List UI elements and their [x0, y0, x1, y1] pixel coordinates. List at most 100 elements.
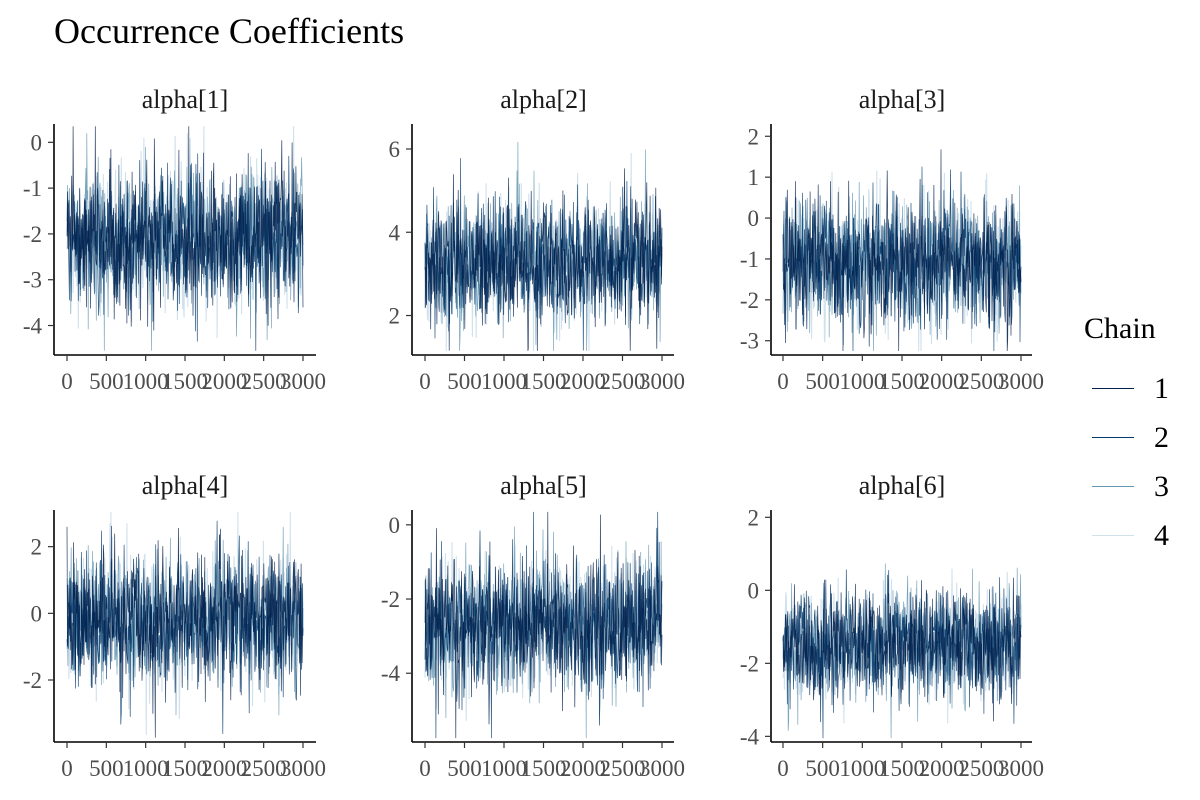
y-tick-label: -2 [381, 587, 400, 612]
x-tick-label: 0 [777, 756, 789, 781]
y-tick-label: -3 [740, 329, 759, 354]
x-tick-label: 1000 [839, 369, 885, 394]
y-tick-label: 0 [31, 601, 43, 626]
panel-1: alpha[1] 0 -1 -2 -3 -4 0 500 1000150020002500300… [23, 85, 326, 394]
x-tick-label: 2500 [241, 369, 287, 394]
y-tick-label: 4 [389, 220, 401, 245]
x-tick-label: 2000 [560, 369, 606, 394]
legend-key-4 [1092, 535, 1134, 536]
legend-item-2: 2 [1084, 413, 1169, 462]
legend-label-1: 1 [1154, 371, 1169, 405]
x-tick-label: 1500 [162, 369, 208, 394]
y-tick-label: -2 [740, 651, 759, 676]
x-tick-label: 500 [89, 756, 124, 781]
y-tick-label: -4 [23, 314, 43, 339]
x-tick-label: 2000 [201, 369, 247, 394]
legend-item-3: 3 [1084, 462, 1169, 511]
x-tick-label: 2500 [241, 756, 287, 781]
legend-label-3: 3 [1154, 469, 1169, 503]
x-tick-label: 3000 [280, 756, 326, 781]
legend-label-4: 4 [1154, 518, 1169, 552]
x-tick-label: 1000 [123, 369, 169, 394]
x-tick-label: 2000 [201, 756, 247, 781]
x-tick-label: 1000 [839, 756, 885, 781]
x-tick-label: 0 [777, 369, 789, 394]
chain-1-trace [424, 168, 663, 351]
y-tick-label: -4 [740, 724, 760, 749]
chain-3-trace [66, 133, 304, 351]
y-tick-label: 1 [748, 165, 760, 190]
x-tick-label: 1500 [521, 369, 567, 394]
y-tick-label: -3 [23, 268, 42, 293]
panel-title: alpha[6] [859, 471, 946, 500]
x-tick-label: 1000 [481, 756, 527, 781]
x-tick-label: 0 [419, 756, 431, 781]
x-tick-label: 1000 [123, 756, 169, 781]
y-tick-label: 2 [748, 124, 760, 149]
panel-title: alpha[1] [142, 85, 229, 114]
chain-1-trace [782, 149, 1022, 352]
x-tick-label: 1500 [162, 756, 208, 781]
y-tick-label: 0 [748, 578, 760, 603]
x-tick-label: 500 [447, 369, 482, 394]
x-tick-label: 500 [805, 756, 840, 781]
x-tick-label: 1500 [879, 756, 925, 781]
chain-1-trace [66, 126, 304, 331]
y-tick-label: -2 [23, 668, 42, 693]
panel-title: alpha[3] [859, 85, 946, 114]
x-tick-label: 1500 [879, 369, 925, 394]
y-tick-label: 2 [748, 505, 760, 530]
x-tick-label: 0 [61, 369, 73, 394]
chart-title: Occurrence Coefficients [54, 11, 405, 51]
x-tick-label: 0 [61, 756, 73, 781]
y-tick-label: 0 [389, 513, 401, 538]
x-tick-label: 2500 [600, 756, 646, 781]
panel-title: alpha[2] [500, 85, 587, 114]
panel-3: alpha[3] 2 1 0 -1 -2 -3 0 500 1000150020002500300… [740, 85, 1044, 394]
legend-key-2 [1092, 437, 1134, 438]
x-tick-label: 2000 [919, 369, 965, 394]
legend-key-3 [1092, 486, 1134, 487]
legend-item-1: 1 [1084, 364, 1169, 413]
x-tick-label: 2500 [958, 756, 1004, 781]
x-tick-label: 2000 [919, 756, 965, 781]
legend-item-4: 4 [1084, 511, 1169, 560]
y-tick-label: -2 [23, 222, 42, 247]
chain-1-trace [424, 511, 663, 739]
x-tick-label: 2500 [958, 369, 1004, 394]
x-tick-label: 500 [805, 369, 840, 394]
x-tick-label: 1000 [481, 369, 527, 394]
x-tick-label: 0 [419, 369, 431, 394]
legend: Chain 1 2 3 4 [1084, 312, 1169, 560]
panel-title: alpha[4] [142, 471, 229, 500]
x-tick-label: 500 [447, 756, 482, 781]
y-tick-label: 0 [31, 130, 43, 155]
chain-1-trace [782, 577, 1022, 722]
legend-title: Chain [1084, 312, 1156, 345]
legend-label-2: 2 [1154, 420, 1169, 454]
y-tick-label: -1 [23, 176, 42, 201]
y-tick-label: 2 [389, 304, 401, 329]
x-tick-label: 3000 [639, 756, 685, 781]
x-tick-label: 3000 [998, 756, 1044, 781]
y-tick-label: -2 [740, 288, 759, 313]
x-tick-label: 1500 [521, 756, 567, 781]
x-tick-label: 3000 [280, 369, 326, 394]
y-tick-label: 2 [31, 535, 43, 560]
x-tick-label: 500 [89, 369, 124, 394]
panel-title: alpha[5] [500, 471, 587, 500]
x-tick-label: 3000 [998, 369, 1044, 394]
chain-1-trace [66, 525, 304, 738]
y-tick-label: 0 [748, 206, 760, 231]
x-tick-label: 2500 [600, 369, 646, 394]
y-tick-label: 6 [389, 137, 401, 162]
legend-key-1 [1092, 388, 1134, 389]
y-tick-label: -4 [381, 661, 401, 686]
x-tick-label: 3000 [639, 369, 685, 394]
y-tick-label: -1 [740, 247, 759, 272]
